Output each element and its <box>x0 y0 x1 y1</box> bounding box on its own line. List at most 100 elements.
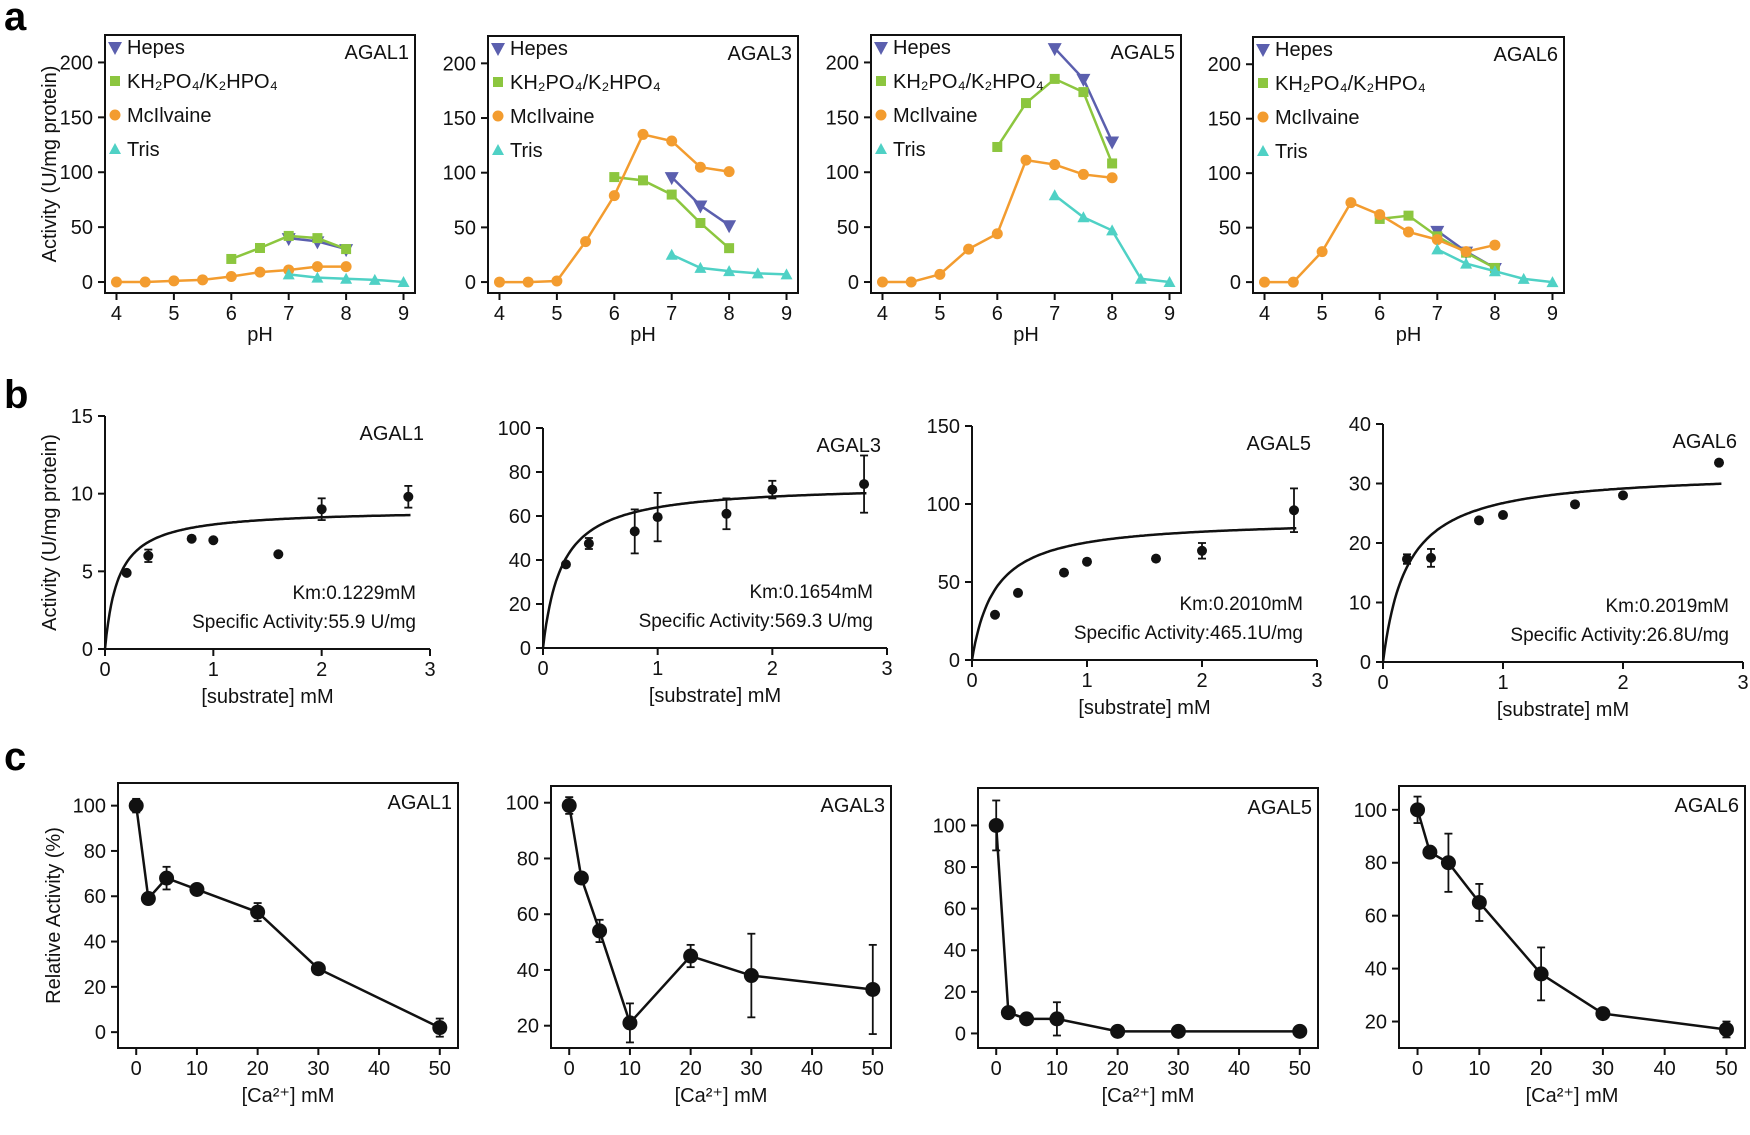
x-tick-label: 5 <box>168 303 179 325</box>
y-tick-label: 0 <box>82 639 93 661</box>
specific-activity-annotation: Specific Activity:465.1U/mg <box>1074 623 1303 644</box>
y-tick-label: 100 <box>73 796 106 818</box>
x-tick-label: 2 <box>1617 672 1628 694</box>
data-point <box>1021 98 1031 109</box>
x-tick-label: 1 <box>1081 670 1092 692</box>
y-tick-label: 20 <box>509 594 531 616</box>
x-tick-label: 30 <box>307 1058 329 1080</box>
y-tick-label: 60 <box>1365 906 1387 928</box>
data-point <box>493 276 505 288</box>
y-tick-label: 0 <box>1360 652 1371 674</box>
data-point <box>724 243 735 254</box>
data-point <box>254 266 266 278</box>
y-tick-label: 10 <box>1349 593 1371 615</box>
y-tick-label: 100 <box>1208 163 1241 185</box>
x-tick-label: 20 <box>680 1058 702 1080</box>
x-tick-label: 8 <box>724 303 735 325</box>
specific-activity-annotation: Specific Activity:55.9 U/mg <box>192 612 416 633</box>
data-point <box>1570 499 1580 510</box>
fit-curve <box>970 526 1297 661</box>
data-point <box>1110 1023 1126 1039</box>
x-tick-label: 10 <box>186 1058 208 1080</box>
chart-title: AGAL6 <box>1675 795 1739 817</box>
data-point <box>1618 490 1628 501</box>
data-point <box>139 276 151 288</box>
y-tick-label: 100 <box>1354 800 1387 822</box>
plot-frame <box>977 787 1319 1049</box>
y-tick-label: 15 <box>71 406 93 428</box>
data-point <box>208 535 219 546</box>
x-tick-label: 50 <box>862 1058 884 1080</box>
chart-a-agal1: 4 5 6 7 8 9 0 50 100 150 200 pH Activity (U/mg prote… <box>39 34 416 346</box>
legend-label: McIlvaine <box>893 105 977 127</box>
y-tick-label: 100 <box>498 418 531 440</box>
y-tick-label: 0 <box>95 1022 106 1044</box>
x-tick-label: 7 <box>1049 303 1060 325</box>
data-point <box>652 512 663 523</box>
legend-marker <box>109 143 121 154</box>
data-point <box>403 491 414 502</box>
legend-label: KH₂PO₄/K₂HPO₄ <box>1275 73 1426 95</box>
x-tick-label: 7 <box>666 303 677 325</box>
data-point <box>865 981 881 997</box>
x-axis-label: [substrate] mM <box>201 686 333 708</box>
chart-c-agal6: 0 10 20 30 40 50 20 40 60 80 100 [Ca²⁺] mM AGAL6 <box>1354 785 1746 1107</box>
x-tick-label: 40 <box>801 1058 823 1080</box>
legend-marker <box>875 143 887 154</box>
data-point <box>1151 553 1161 564</box>
legend-marker <box>110 76 120 86</box>
km-annotation: Km:0.1229mM <box>292 583 416 604</box>
data-point <box>1460 257 1473 269</box>
x-tick-label: 4 <box>877 303 888 325</box>
y-tick-label: 40 <box>944 940 966 962</box>
x-tick-label: 20 <box>1530 1058 1552 1080</box>
data-point <box>1292 1023 1308 1039</box>
y-tick-label: 150 <box>60 107 93 129</box>
x-tick-label: 0 <box>966 670 977 692</box>
y-tick-label: 20 <box>1365 1012 1387 1034</box>
specific-activity-annotation: Specific Activity:26.8U/mg <box>1510 625 1729 646</box>
y-tick-label: 30 <box>1349 474 1371 496</box>
chart-b-agal1: 0 1 2 3 0 5 10 15 [substrate] mM Activity (U/mg p… <box>39 406 436 708</box>
km-annotation: Km:0.2010mM <box>1179 594 1303 615</box>
x-axis-label: pH <box>1013 324 1039 346</box>
data-point <box>282 268 295 280</box>
data-point <box>592 923 608 939</box>
data-point <box>311 261 323 273</box>
data-point <box>723 166 735 178</box>
x-tick-label: 1 <box>208 659 219 681</box>
data-point <box>250 904 266 920</box>
y-tick-label: 40 <box>1349 414 1371 436</box>
x-tick-label: 8 <box>1107 303 1118 325</box>
x-tick-label: 4 <box>1259 303 1270 325</box>
y-tick-label: 100 <box>933 815 966 837</box>
x-axis-label: pH <box>247 324 273 346</box>
data-point <box>1197 545 1207 556</box>
x-tick-label: 50 <box>429 1058 451 1080</box>
data-point <box>934 268 946 280</box>
legend-label: McIlvaine <box>510 106 594 128</box>
panel-letter-b: b <box>4 373 28 417</box>
data-point <box>159 870 175 886</box>
legend-marker <box>1257 145 1269 156</box>
data-point <box>1403 210 1414 221</box>
data-point <box>905 276 917 288</box>
legend-marker <box>1258 78 1268 88</box>
data-point <box>1105 136 1120 150</box>
data-point <box>694 261 707 273</box>
data-point <box>225 271 237 283</box>
x-tick-label: 4 <box>494 303 505 325</box>
plot-frame <box>550 785 892 1049</box>
y-tick-label: 20 <box>517 1016 539 1038</box>
y-tick-label: 10 <box>71 484 93 506</box>
x-tick-label: 6 <box>992 303 1003 325</box>
x-tick-label: 0 <box>1412 1058 1423 1080</box>
legend-label: Tris <box>127 139 160 161</box>
x-axis-label: [substrate] mM <box>1497 699 1629 721</box>
y-tick-label: 60 <box>517 904 539 926</box>
legend-marker <box>874 42 888 55</box>
x-tick-label: 20 <box>247 1058 269 1080</box>
data-point <box>340 272 353 284</box>
data-point <box>780 268 793 280</box>
data-point <box>1019 1011 1035 1027</box>
